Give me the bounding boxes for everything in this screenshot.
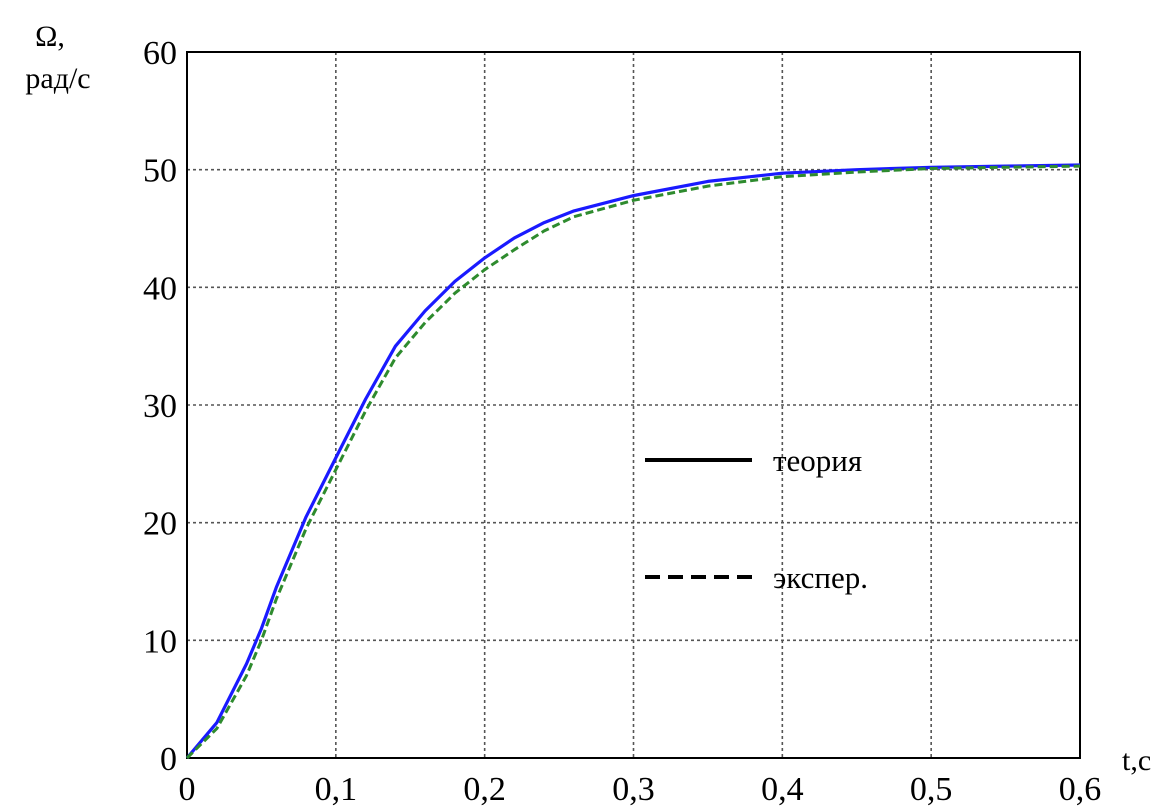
legend-dashed-label: экспер. xyxy=(773,560,868,595)
series-layer xyxy=(185,163,1081,760)
series-line-experiment xyxy=(185,164,1081,760)
legend-solid-label: теория xyxy=(773,443,862,478)
y-tick-label: 60 xyxy=(143,35,177,72)
y-tick-label: 0 xyxy=(160,741,177,778)
x-tick-label: 0,6 xyxy=(1059,771,1102,807)
y-tick-label: 20 xyxy=(143,506,177,543)
x-tick-labels: 0 0,1 0,2 0,3 0,4 0,5 0,6 xyxy=(179,771,1102,807)
y-axis-label-line1: Ω, xyxy=(35,20,65,53)
x-tick-label: 0,3 xyxy=(612,771,655,807)
y-tick-label: 40 xyxy=(143,270,177,307)
legend: теория экспер. xyxy=(645,443,868,595)
y-tick-label: 30 xyxy=(143,388,177,425)
y-tick-label: 10 xyxy=(143,623,177,660)
grid xyxy=(187,52,1080,758)
x-tick-label: 0 xyxy=(179,771,196,807)
y-axis-label-line2: рад/с xyxy=(25,62,90,95)
y-tick-label: 50 xyxy=(143,153,177,190)
y-tick-labels: 0 10 20 30 40 50 60 xyxy=(143,35,177,778)
x-tick-label: 0,2 xyxy=(463,771,506,807)
series-line-theory xyxy=(185,163,1081,760)
x-tick-label: 0,1 xyxy=(315,771,358,807)
x-tick-label: 0,4 xyxy=(761,771,804,807)
plot-frame xyxy=(186,51,1081,759)
x-tick-label: 0,5 xyxy=(910,771,953,807)
x-axis-label: t,c xyxy=(1122,744,1151,777)
